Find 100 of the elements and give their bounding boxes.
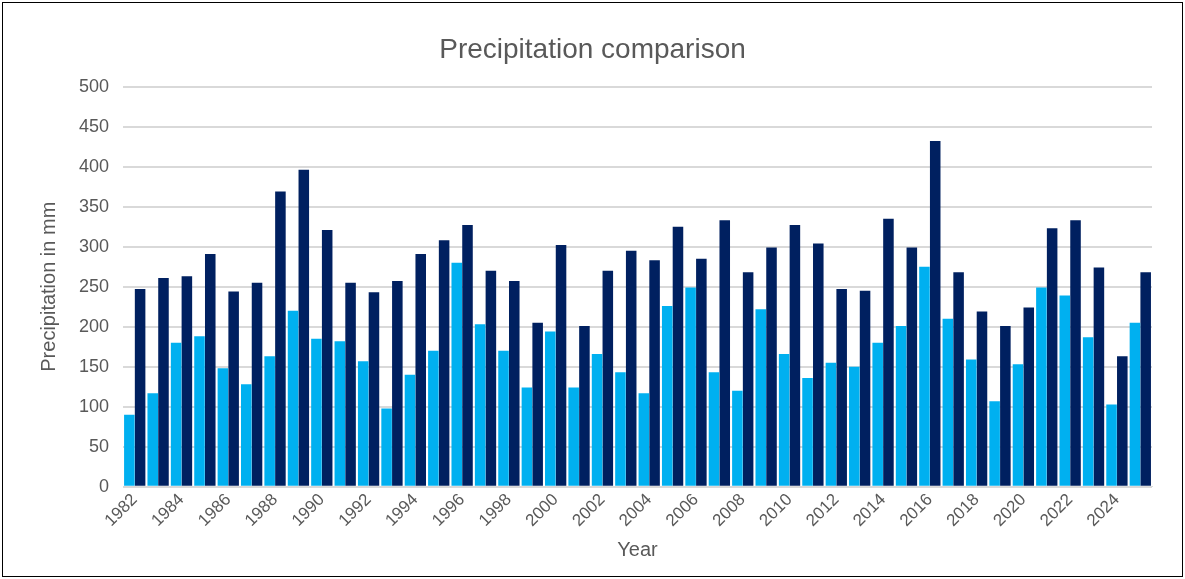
- y-tick-label: 400: [78, 155, 110, 176]
- bar: [321, 229, 333, 486]
- bar: [428, 350, 439, 486]
- bar: [204, 253, 216, 486]
- y-tick-label: 100: [78, 395, 110, 416]
- bar: [708, 372, 720, 486]
- bar: [251, 282, 263, 486]
- bar: [872, 342, 883, 486]
- bar: [555, 245, 567, 486]
- y-tick-label: 450: [78, 115, 110, 136]
- bar: [825, 362, 837, 486]
- bar: [836, 289, 847, 486]
- bar: [976, 311, 988, 486]
- bar: [392, 281, 403, 486]
- bar: [545, 331, 556, 486]
- bar: [625, 250, 637, 486]
- bar: [147, 393, 158, 486]
- bar: [1129, 322, 1141, 486]
- bar: [789, 225, 801, 486]
- y-tick-label: 250: [78, 275, 110, 296]
- bar: [1082, 337, 1094, 486]
- y-tick-label: 500: [78, 75, 110, 96]
- y-tick-label: 150: [78, 355, 110, 376]
- bar: [134, 289, 146, 486]
- bar: [919, 266, 930, 486]
- bar: [883, 218, 894, 486]
- bar: [602, 270, 614, 486]
- bar: [672, 226, 684, 486]
- bar: [1046, 228, 1058, 486]
- bar: [1023, 307, 1035, 486]
- bar: [1012, 364, 1024, 486]
- bar: [778, 353, 790, 486]
- x-axis-title: Year: [617, 537, 659, 560]
- bar: [404, 374, 416, 486]
- y-tick-label: 0: [99, 475, 110, 496]
- bar: [1140, 272, 1151, 486]
- bar: [498, 350, 509, 486]
- bar: [217, 368, 229, 486]
- bar: [615, 372, 626, 486]
- y-axis-title: Precipitation in mm: [36, 201, 59, 372]
- bar: [228, 291, 239, 486]
- bar: [989, 401, 1000, 486]
- bar: [275, 191, 286, 486]
- bar: [568, 387, 579, 486]
- bar: [181, 276, 193, 486]
- bar: [438, 240, 450, 486]
- y-tick-label: 300: [78, 235, 110, 256]
- bar: [742, 272, 754, 486]
- bar: [124, 414, 135, 486]
- bar: [311, 338, 322, 486]
- bar: [381, 408, 392, 486]
- bar: [1117, 356, 1128, 486]
- chart-title: Precipitation comparison: [439, 32, 746, 64]
- bar: [1106, 404, 1117, 486]
- bar: [579, 325, 590, 486]
- bar: [1059, 295, 1071, 486]
- bar: [1070, 220, 1081, 486]
- bar: [521, 387, 533, 486]
- bar: [1093, 267, 1105, 486]
- bar: [755, 309, 767, 486]
- bar: [953, 272, 964, 486]
- bar: [929, 141, 941, 486]
- bar: [649, 260, 660, 486]
- bar: [895, 325, 907, 486]
- bar: [194, 336, 205, 486]
- bar: [462, 225, 473, 486]
- bar: [451, 262, 463, 486]
- bar: [942, 318, 954, 486]
- bar: [368, 292, 380, 486]
- bar: [906, 247, 918, 486]
- bar: [415, 253, 426, 486]
- bar: [357, 361, 369, 486]
- bar: [849, 366, 860, 486]
- bar: [1000, 325, 1011, 486]
- bar: [170, 342, 182, 486]
- bar: [732, 390, 743, 486]
- bar: [696, 258, 707, 486]
- bar: [766, 247, 777, 486]
- bar: [485, 270, 497, 486]
- y-tick-label: 350: [78, 195, 110, 216]
- bar: [719, 220, 731, 486]
- bar: [334, 341, 346, 486]
- bar: [859, 290, 871, 486]
- bar: [1036, 287, 1047, 486]
- bar: [802, 377, 813, 486]
- bar: [661, 305, 673, 486]
- bar: [264, 356, 275, 486]
- bar: [965, 359, 977, 486]
- y-tick-label: 200: [78, 315, 110, 336]
- bar: [638, 393, 650, 486]
- bar: [287, 310, 299, 486]
- bar: [345, 282, 356, 486]
- y-tick-label: 50: [89, 435, 110, 456]
- bar: [532, 322, 543, 486]
- bar: [241, 384, 252, 486]
- bar: [298, 169, 310, 486]
- bar: [474, 324, 486, 486]
- bar: [813, 243, 824, 486]
- bar: [591, 353, 603, 486]
- bar: [685, 287, 696, 486]
